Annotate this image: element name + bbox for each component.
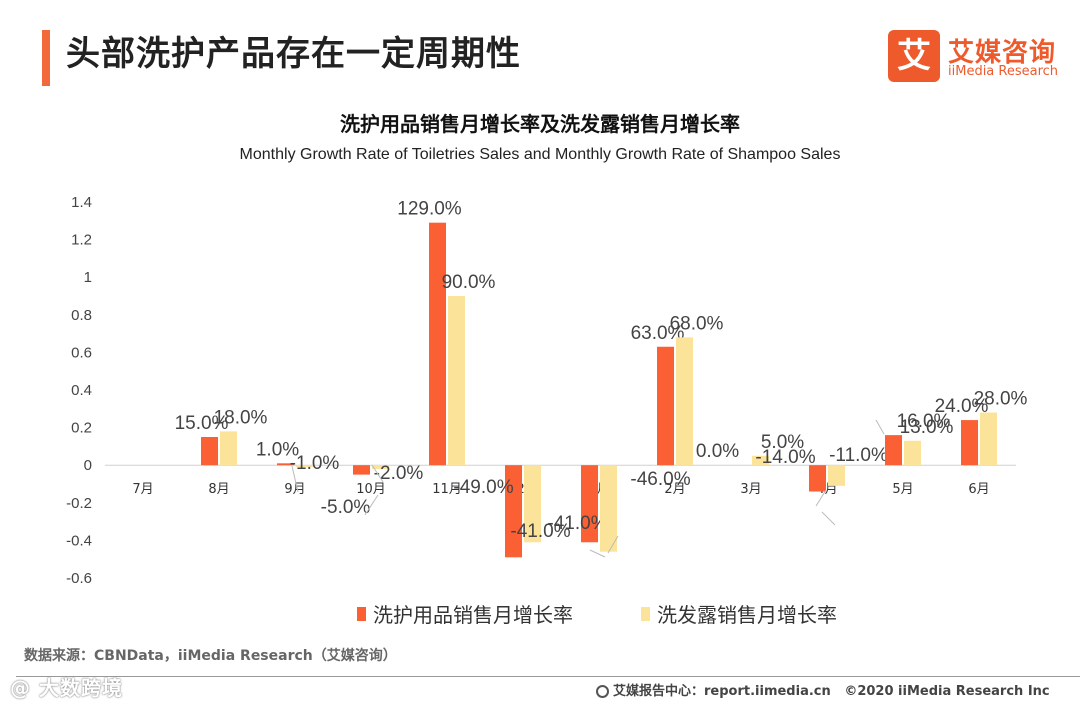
y-tick-label: 0.6 bbox=[71, 344, 92, 361]
data-label-toiletries: 0.0% bbox=[696, 441, 739, 462]
label-leader-line bbox=[815, 489, 827, 507]
logo-cn-text: 艾媒咨询 bbox=[948, 38, 1057, 68]
watermark: @ 大数跨境 bbox=[10, 676, 123, 700]
data-label-shampoo: 28.0% bbox=[974, 389, 1028, 410]
footer-info: 艾媒报告中心：report.iimedia.cn ©2020 iiMedia R… bbox=[596, 680, 1050, 699]
data-label-shampoo: -11.0% bbox=[829, 445, 888, 466]
bar-shampoo bbox=[524, 465, 541, 543]
x-tick-label: 2月 bbox=[664, 482, 685, 497]
y-tick-label: -0.6 bbox=[66, 570, 92, 587]
label-leader-line bbox=[364, 494, 379, 516]
data-label-toiletries: 63.0% bbox=[631, 323, 685, 344]
data-label-shampoo: 5.0% bbox=[761, 432, 804, 453]
y-tick-label: 1.4 bbox=[71, 194, 92, 211]
data-label-toiletries: -41.0% bbox=[547, 513, 607, 534]
bar-shampoo bbox=[676, 337, 693, 466]
data-label-toiletries: 129.0% bbox=[397, 199, 462, 220]
report-center[interactable]: 艾媒报告中心：report.iimedia.cn bbox=[613, 684, 831, 699]
bar-toiletries bbox=[809, 465, 826, 492]
bar-shampoo bbox=[372, 465, 389, 469]
data-label-shampoo: -1.0% bbox=[290, 453, 340, 474]
data-label-toiletries: -5.0% bbox=[321, 497, 371, 518]
bar-toiletries bbox=[201, 437, 218, 466]
legend-swatch-toiletries bbox=[357, 607, 366, 621]
data-label-shampoo: -46.0% bbox=[630, 469, 690, 490]
y-tick-label: 0.4 bbox=[71, 382, 92, 399]
data-label-toiletries: 16.0% bbox=[897, 411, 951, 432]
bar-shampoo bbox=[904, 440, 921, 466]
bar-shampoo bbox=[448, 296, 465, 466]
label-leader-line bbox=[371, 464, 384, 483]
bar-toiletries bbox=[353, 465, 370, 475]
bar-toiletries bbox=[657, 346, 674, 466]
label-leader-line bbox=[291, 465, 299, 493]
y-tick-label: -0.4 bbox=[66, 532, 92, 549]
data-label-toiletries: -49.0% bbox=[453, 477, 513, 498]
y-tick-label: 1 bbox=[84, 269, 92, 286]
chart-subtitle: Monthly Growth Rate of Toiletries Sales … bbox=[239, 146, 841, 163]
bar-toiletries bbox=[429, 222, 446, 466]
globe-icon bbox=[596, 685, 609, 698]
label-leader-line bbox=[821, 511, 836, 526]
data-label-shampoo: 90.0% bbox=[442, 272, 496, 293]
data-label-toiletries: 15.0% bbox=[175, 413, 229, 434]
bar-shampoo bbox=[980, 412, 997, 466]
data-label-shampoo: 18.0% bbox=[214, 407, 268, 428]
bar-toiletries bbox=[581, 465, 598, 543]
bar-toiletries bbox=[885, 435, 902, 466]
data-source: 数据来源：CBNData，iiMedia Research（艾媒咨询） bbox=[24, 648, 397, 664]
legend-label-toiletries: 洗护用品销售月增长率 bbox=[373, 603, 573, 627]
x-tick-label: 7月 bbox=[132, 482, 153, 497]
data-label-shampoo: 13.0% bbox=[900, 417, 954, 438]
bar-toiletries bbox=[505, 465, 522, 558]
logo-mark-icon: 艾 bbox=[888, 30, 940, 82]
bar-shampoo bbox=[828, 465, 845, 486]
x-tick-label: 3月 bbox=[740, 482, 761, 497]
y-tick-label: 0 bbox=[84, 457, 92, 474]
x-tick-label: 6月 bbox=[968, 482, 989, 497]
bar-toiletries bbox=[277, 463, 294, 466]
x-tick-label: 5月 bbox=[892, 482, 913, 497]
data-label-shampoo: 68.0% bbox=[670, 313, 724, 334]
legend-label-shampoo: 洗发露销售月增长率 bbox=[657, 603, 837, 627]
copyright: ©2020 iiMedia Research Inc bbox=[844, 684, 1050, 699]
data-label-toiletries: -14.0% bbox=[755, 447, 815, 468]
data-label-toiletries: 24.0% bbox=[935, 396, 989, 417]
y-tick-label: 0.8 bbox=[71, 307, 92, 324]
bar-shampoo bbox=[296, 465, 313, 468]
y-tick-label: -0.2 bbox=[66, 495, 92, 512]
logo-en-text: iiMedia Research bbox=[948, 64, 1059, 79]
label-leader-line bbox=[875, 419, 885, 435]
title-accent-bar bbox=[42, 30, 50, 86]
page-title: 头部洗护产品存在一定周期性 bbox=[66, 34, 521, 74]
x-tick-label: 10月 bbox=[356, 482, 386, 497]
data-label-shampoo: -2.0% bbox=[374, 463, 424, 484]
data-label-shampoo: -41.0% bbox=[510, 521, 570, 542]
iimedia-logo: 艾 艾媒咨询 iiMedia Research bbox=[888, 30, 1068, 84]
x-tick-label: 8月 bbox=[208, 482, 229, 497]
bar-toiletries bbox=[961, 420, 978, 466]
bar-shampoo bbox=[220, 431, 237, 466]
legend-swatch-shampoo bbox=[641, 607, 650, 621]
y-tick-label: 1.2 bbox=[71, 232, 92, 249]
footer-divider bbox=[16, 676, 1080, 677]
label-leader-line bbox=[589, 549, 606, 558]
bar-shampoo bbox=[600, 465, 617, 552]
y-tick-label: 0.2 bbox=[71, 420, 92, 437]
chart-title: 洗护用品销售月增长率及洗发露销售月增长率 bbox=[340, 112, 740, 136]
data-label-toiletries: 1.0% bbox=[256, 439, 299, 460]
x-tick-label: 11月 bbox=[432, 482, 462, 497]
label-leader-line bbox=[607, 535, 619, 554]
bar-shampoo bbox=[752, 455, 769, 466]
x-tick-label: 9月 bbox=[284, 482, 305, 497]
